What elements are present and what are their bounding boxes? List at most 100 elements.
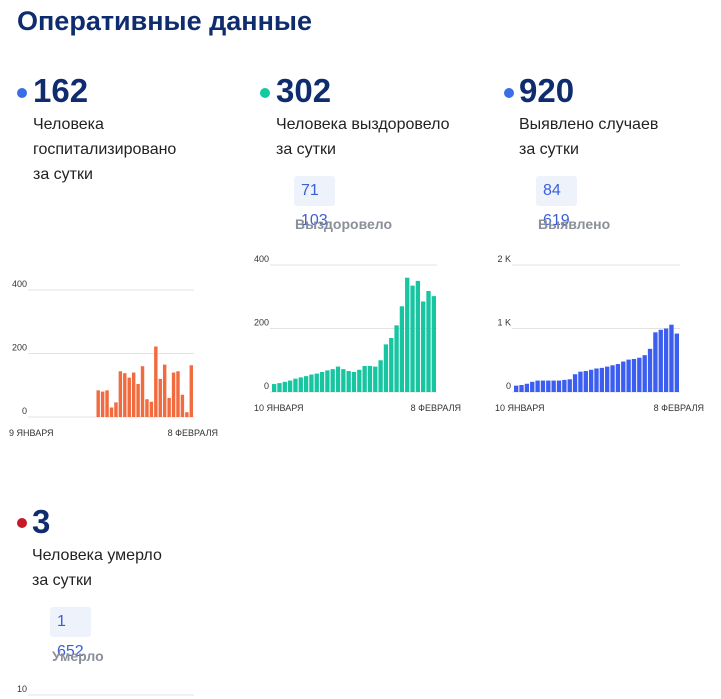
chart-bar — [578, 371, 583, 392]
chart-bar — [185, 412, 189, 417]
y-tick-label: 1 K — [497, 318, 511, 328]
y-tick-label: 0 — [264, 381, 269, 391]
hospitalized-value: 162 — [33, 72, 89, 109]
chart-bar — [588, 369, 594, 392]
chart-bar — [298, 377, 303, 392]
x-tick-label: 8 ФЕВРАЛЯ — [654, 403, 704, 413]
recovered-desc: Человека выздоровело за сутки — [276, 112, 456, 162]
y-tick-label: 400 — [12, 279, 27, 289]
desc-line: Человека — [33, 116, 104, 133]
chart-bar — [540, 380, 546, 392]
chart-bar — [180, 394, 185, 417]
chart-bar — [158, 378, 162, 417]
chart-bar — [127, 377, 131, 417]
desc-line: за сутки — [519, 141, 579, 158]
recovered-total-label: Выздоровело — [295, 216, 393, 232]
chart-bar — [140, 366, 145, 417]
detected-total: 84 619 — [536, 176, 577, 229]
chart-bar — [357, 369, 362, 392]
chart-bar — [277, 383, 282, 392]
y-tick-label: 10 — [17, 684, 27, 694]
chart-bar — [583, 371, 588, 392]
chart-bar — [551, 380, 556, 392]
page-title: Оперативные данные — [17, 6, 312, 36]
desc-line: Человека выздоровело — [276, 116, 450, 133]
chart-bar — [410, 285, 415, 392]
desc-line: за сутки — [33, 166, 93, 183]
chart-bar — [421, 301, 426, 392]
chart-bar — [594, 368, 599, 392]
y-tick-label: 0 — [22, 406, 27, 416]
deaths-total: 1 652 — [50, 607, 91, 660]
chart-bar — [335, 366, 341, 392]
x-tick-label: 8 ФЕВРАЛЯ — [168, 428, 218, 438]
chart-bar — [642, 355, 647, 392]
chart-bar — [114, 402, 118, 417]
chart-bar — [567, 379, 572, 392]
chart-bar — [415, 280, 421, 393]
chart-bar — [282, 381, 287, 392]
chart-bar — [530, 381, 535, 392]
chart-bar — [309, 374, 314, 392]
chart-bar — [325, 370, 330, 392]
chart-bar — [383, 344, 389, 393]
chart-bar — [599, 367, 605, 392]
y-tick-label: 0 — [506, 381, 511, 391]
deaths-total-label: Умерло — [52, 648, 104, 664]
x-tick-label: 10 ЯНВАРЯ — [495, 403, 545, 413]
chart-bar — [131, 372, 136, 417]
x-tick-label: 10 ЯНВАРЯ — [254, 403, 304, 413]
chart-bar — [658, 329, 663, 392]
chart-bar — [351, 372, 357, 392]
chart-bar — [626, 359, 631, 392]
chart-bar — [519, 385, 524, 392]
chart-bar — [674, 333, 679, 392]
chart-bar — [346, 371, 351, 392]
chart-bar — [631, 358, 637, 392]
y-tick-label: 200 — [12, 343, 27, 353]
detected-dot-icon — [504, 88, 514, 98]
chart-bar — [293, 378, 298, 392]
chart-bar — [287, 380, 293, 392]
chart-bar — [136, 383, 140, 417]
y-tick-label: 2 K — [497, 254, 511, 264]
chart-bar — [167, 397, 171, 417]
chart-bar — [330, 369, 335, 392]
chart-bar — [524, 383, 530, 392]
chart-bar — [431, 296, 436, 392]
chart-bar — [615, 364, 621, 392]
chart-bar — [378, 360, 383, 392]
detected-total-label: Выявлено — [538, 216, 611, 232]
chart-bar — [653, 332, 658, 392]
deaths-value: 3 — [32, 503, 51, 540]
chart-bar — [162, 364, 167, 417]
chart-bar — [367, 365, 373, 392]
chart-bar — [189, 365, 193, 417]
desc-line: Человека умерло — [32, 547, 162, 564]
deaths-dot-icon — [17, 518, 27, 528]
chart-bar — [118, 371, 123, 417]
chart-bar — [535, 380, 540, 392]
desc-line: Выявлено случаев — [519, 116, 659, 133]
desc-line: госпитализировано — [33, 141, 177, 158]
chart-bar — [647, 348, 653, 392]
chart-bar — [373, 366, 378, 392]
chart-bar — [663, 328, 669, 392]
chart-bar — [556, 380, 562, 392]
chart-bar — [314, 373, 319, 392]
hospitalized-dot-icon — [17, 88, 27, 98]
chart-bar — [405, 277, 410, 392]
chart-bar — [426, 291, 431, 392]
chart-bar — [123, 373, 127, 417]
chart-bar — [572, 374, 578, 392]
chart-bar — [109, 407, 114, 417]
chart-bar — [621, 361, 626, 392]
chart-bar — [145, 399, 149, 417]
desc-line: за сутки — [276, 141, 336, 158]
detected-value: 920 — [519, 72, 575, 109]
y-tick-label: 400 — [254, 254, 269, 264]
